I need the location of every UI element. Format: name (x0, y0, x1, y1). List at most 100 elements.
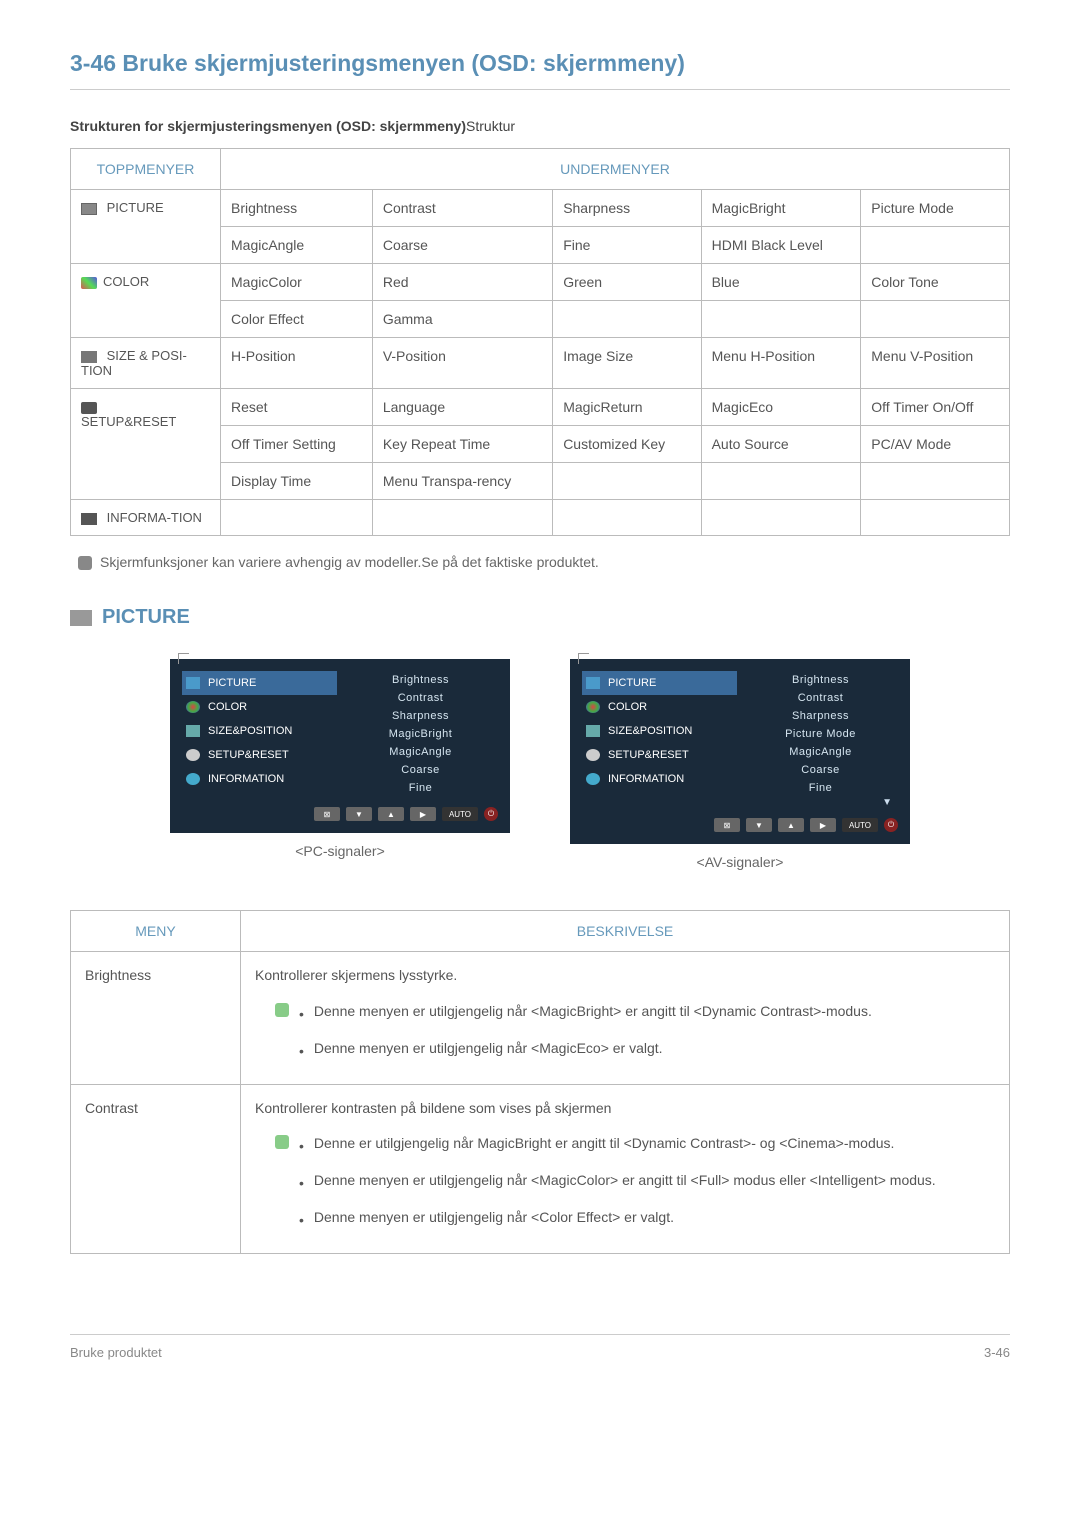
osd-size-icon (186, 725, 200, 737)
osd-up-button[interactable]: ▲ (778, 818, 804, 832)
osd-sub-item[interactable]: Brightness (749, 671, 892, 689)
osd-power-button[interactable]: ⏻ (484, 807, 498, 821)
osd-auto-button[interactable]: AUTO (442, 807, 478, 821)
setup-icon (81, 402, 97, 414)
osd-left-menu: PICTURE COLOR SIZE&POSITION SETUP&RESET … (182, 671, 337, 797)
osd-down-button[interactable]: ▼ (346, 807, 372, 821)
th-meny: MENY (71, 911, 241, 952)
desc-brightness-label: Brightness (71, 952, 241, 1084)
desc-contrast-body: Kontrollerer kontrasten på bildene som v… (241, 1084, 1010, 1253)
osd-item-info[interactable]: INFORMATION (582, 767, 737, 791)
row-info-label: INFORMA-TION (71, 500, 221, 536)
osd-enter-button[interactable]: ▶ (410, 807, 436, 821)
table-cell: Blue (701, 264, 861, 301)
table-cell: Contrast (372, 190, 552, 227)
osd-scroll-arrow-icon: ▼ (749, 797, 892, 808)
table-cell: V-Position (372, 338, 552, 389)
table-cell: MagicAngle (221, 227, 373, 264)
picture-icon (81, 203, 97, 215)
table-cell (861, 463, 1010, 500)
osd-sub-item[interactable]: Contrast (349, 689, 492, 707)
osd-left-menu: PICTURE COLOR SIZE&POSITION SETUP&RESET … (582, 671, 737, 808)
table-cell: Off Timer On/Off (861, 389, 1010, 426)
osd-item-info[interactable]: INFORMATION (182, 767, 337, 791)
footer-left: Bruke produktet (70, 1345, 162, 1360)
osd-button-bar: ⊠ ▼ ▲ ▶ AUTO ⏻ (182, 807, 498, 821)
osd-exit-button[interactable]: ⊠ (714, 818, 740, 832)
osd-exit-button[interactable]: ⊠ (314, 807, 340, 821)
table-cell: Image Size (553, 338, 701, 389)
page-footer: Bruke produktet 3-46 (70, 1334, 1010, 1360)
osd-item-picture[interactable]: PICTURE (182, 671, 337, 695)
osd-av-wrap: PICTURE COLOR SIZE&POSITION SETUP&RESET … (570, 659, 910, 870)
osd-sub-item[interactable]: Fine (349, 779, 492, 797)
osd-caption-av: <AV-signaler> (570, 854, 910, 870)
table-cell: Fine (553, 227, 701, 264)
osd-item-size[interactable]: SIZE&POSITION (182, 719, 337, 743)
table-cell (553, 301, 701, 338)
osd-sub-item[interactable]: MagicAngle (749, 743, 892, 761)
osd-caption-pc: <PC-signaler> (170, 843, 510, 859)
desc-intro: Kontrollerer skjermens lysstyrke. (255, 964, 995, 988)
osd-pc-wrap: PICTURE COLOR SIZE&POSITION SETUP&RESET … (170, 659, 510, 870)
osd-sub-item[interactable]: Contrast (749, 689, 892, 707)
osd-item-size[interactable]: SIZE&POSITION (582, 719, 737, 743)
table-cell (861, 500, 1010, 536)
osd-up-button[interactable]: ▲ (378, 807, 404, 821)
osd-sub-item[interactable]: MagicBright (349, 725, 492, 743)
table-cell (221, 500, 373, 536)
info-icon (81, 513, 97, 525)
bullet-text: Denne menyen er utilgjengelig når <Magic… (314, 1169, 936, 1193)
osd-sub-item[interactable]: MagicAngle (349, 743, 492, 761)
table-cell: Picture Mode (861, 190, 1010, 227)
desc-intro: Kontrollerer kontrasten på bildene som v… (255, 1097, 995, 1121)
table-cell: Reset (221, 389, 373, 426)
osd-right-submenu: Brightness Contrast Sharpness MagicBrigh… (337, 671, 492, 797)
osd-sub-item[interactable]: Coarse (749, 761, 892, 779)
table-cell: MagicEco (701, 389, 861, 426)
osd-setup-icon (586, 749, 600, 761)
osd-pc: PICTURE COLOR SIZE&POSITION SETUP&RESET … (170, 659, 510, 833)
osd-sub-item[interactable]: Picture Mode (749, 725, 892, 743)
row-size-label: SIZE & POSI-TION (71, 338, 221, 389)
osd-item-picture[interactable]: PICTURE (582, 671, 737, 695)
table-cell: Key Repeat Time (372, 426, 552, 463)
table-cell: Menu H-Position (701, 338, 861, 389)
table-cell: Display Time (221, 463, 373, 500)
osd-item-color[interactable]: COLOR (582, 695, 737, 719)
table-cell: Sharpness (553, 190, 701, 227)
table-cell (553, 463, 701, 500)
table-cell: Red (372, 264, 552, 301)
osd-item-setup[interactable]: SETUP&RESET (582, 743, 737, 767)
osd-item-color[interactable]: COLOR (182, 695, 337, 719)
osd-av: PICTURE COLOR SIZE&POSITION SETUP&RESET … (570, 659, 910, 844)
table-cell: Auto Source (701, 426, 861, 463)
table-cell: Menu Transpa-rency (372, 463, 552, 500)
osd-auto-button[interactable]: AUTO (842, 818, 878, 832)
table-cell: Color Tone (861, 264, 1010, 301)
osd-item-setup[interactable]: SETUP&RESET (182, 743, 337, 767)
osd-info-icon (186, 773, 200, 785)
table-cell: H-Position (221, 338, 373, 389)
osd-enter-button[interactable]: ▶ (810, 818, 836, 832)
osd-sub-item[interactable]: Brightness (349, 671, 492, 689)
osd-button-bar: ⊠ ▼ ▲ ▶ AUTO ⏻ (582, 818, 898, 832)
osd-size-icon (586, 725, 600, 737)
osd-sub-item[interactable]: Coarse (349, 761, 492, 779)
picture-heading-icon (70, 610, 92, 626)
osd-power-button[interactable]: ⏻ (884, 818, 898, 832)
spacer (275, 1209, 289, 1223)
footer-right: 3-46 (984, 1345, 1010, 1360)
osd-down-button[interactable]: ▼ (746, 818, 772, 832)
osd-sub-item[interactable]: Sharpness (749, 707, 892, 725)
osd-picture-icon (586, 677, 600, 689)
osd-sub-item[interactable]: Fine (749, 779, 892, 797)
table-cell: Brightness (221, 190, 373, 227)
table-cell: Menu V-Position (861, 338, 1010, 389)
color-icon (81, 277, 97, 289)
osd-sub-item[interactable]: Sharpness (349, 707, 492, 725)
note-badge-icon (275, 1003, 289, 1017)
table-cell: Color Effect (221, 301, 373, 338)
table-cell: PC/AV Mode (861, 426, 1010, 463)
struktur-subheader: Strukturen for skjermjusteringsmenyen (O… (70, 118, 1010, 134)
